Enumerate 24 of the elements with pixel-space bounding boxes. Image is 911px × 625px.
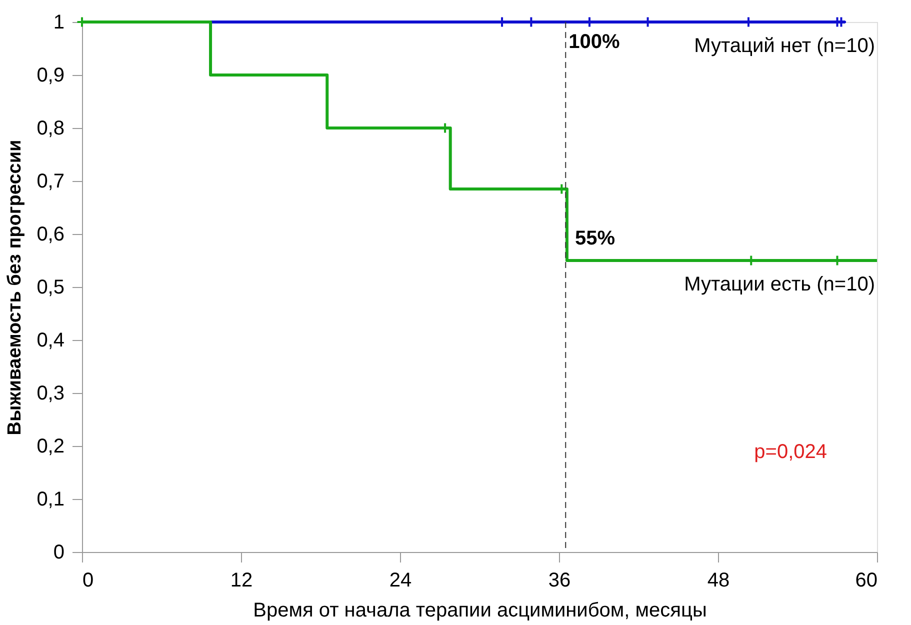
y-tick-label: 0,7: [36, 170, 64, 192]
y-tick-label: 1: [53, 12, 64, 34]
y-tick-label: 0,1: [36, 488, 64, 510]
annotation: p=0,024: [754, 441, 827, 463]
x-axis-title: Время от начала терапии асциминибом, месяцы: [253, 600, 707, 622]
y-tick-label: 0,8: [36, 118, 64, 140]
y-tick-label: 0,9: [36, 64, 64, 86]
series-label: Мутаций нет (n=10): [694, 35, 875, 57]
x-tick-label: 12: [230, 570, 253, 592]
x-tick-label: 60: [855, 570, 878, 592]
y-axis-title: Выживаемость без прогрессии: [4, 140, 26, 436]
series-label: Мутации есть (n=10): [684, 274, 875, 296]
y-tick-label: 0: [53, 542, 64, 564]
y-tick-label: 0,6: [36, 224, 64, 246]
y-tick-label: 0,4: [36, 330, 64, 352]
y-tick-label: 0,3: [36, 382, 64, 404]
annotation: 100%: [568, 31, 620, 53]
y-tick-label: 0,5: [36, 276, 64, 298]
x-tick-label: 36: [548, 570, 571, 592]
y-tick-label: 0,2: [36, 436, 64, 458]
annotation: 55%: [574, 228, 616, 250]
x-tick-label: 0: [82, 570, 94, 592]
x-tick-label: 24: [389, 570, 412, 592]
x-tick-label: 48: [707, 570, 730, 592]
